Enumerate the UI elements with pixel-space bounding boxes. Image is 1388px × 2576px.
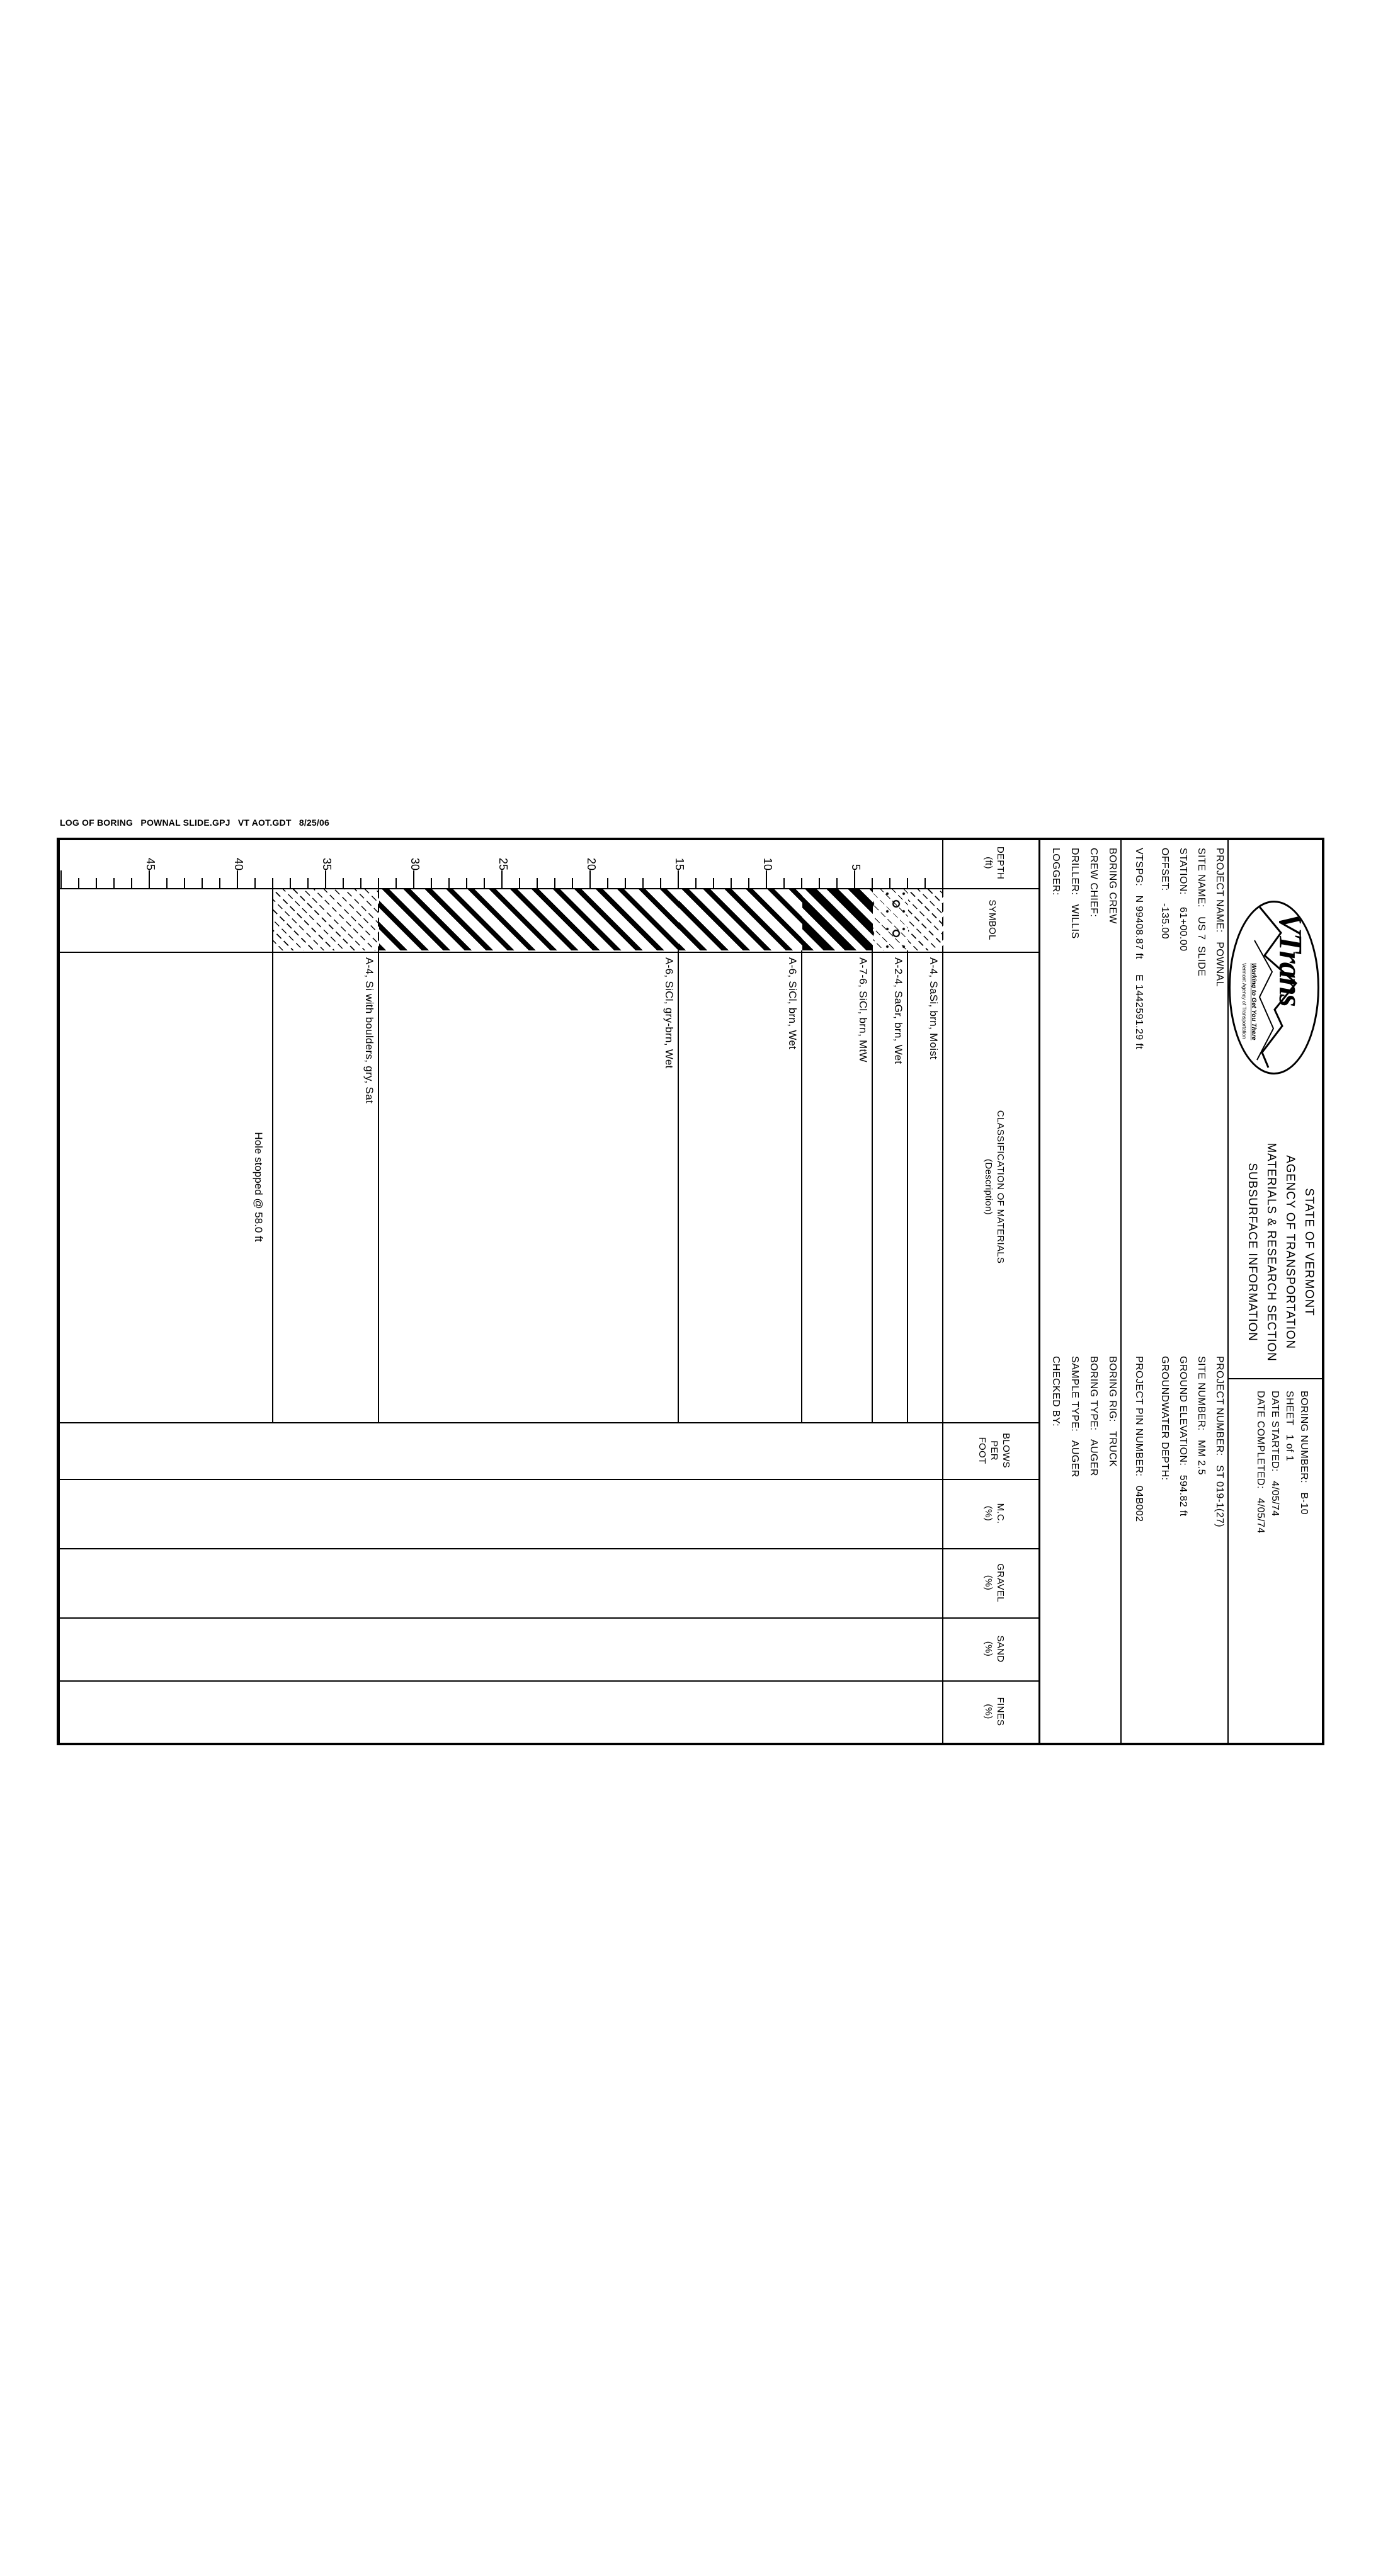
header-symbol: SYMBOL	[987, 899, 998, 940]
layer-boundary-1	[907, 888, 908, 1422]
depth-label-35: 35	[321, 857, 333, 870]
layer-symbol-4	[679, 889, 802, 950]
crew-chief: CREW CHIEF:	[1088, 848, 1099, 918]
depth-label-30: 30	[409, 857, 421, 870]
groundwater-depth: GROUNDWATER DEPTH:	[1159, 1356, 1170, 1481]
site-name: SITE NAME: US 7 SLIDE	[1196, 848, 1207, 977]
driller: DRILLER: WILLIS	[1069, 848, 1080, 939]
header-mc: M.C. (%)	[983, 1503, 1006, 1524]
vtrans-logo-subline: Vermont Agency of Transportation	[1241, 963, 1247, 1039]
project-pin-number: PROJECT PIN NUMBER: 04B002	[1134, 1356, 1144, 1522]
layer-symbol-1	[908, 889, 943, 950]
depth-label-40: 40	[232, 857, 245, 870]
frame-bottom	[57, 838, 60, 1745]
layer-symbol-5	[379, 889, 679, 950]
layer-boundary-6	[272, 888, 273, 1422]
project-name: PROJECT NAME: POWNAL	[1214, 848, 1225, 987]
station: STATION: 61+00.00	[1178, 848, 1188, 952]
layer-boundary-4	[678, 888, 679, 1422]
agency-line-1: STATE OF VERMONT	[1302, 1188, 1316, 1316]
layer-boundary-3	[801, 888, 802, 1422]
titleblock-divider-3	[1038, 838, 1040, 1745]
depth-label-5: 5	[850, 863, 862, 870]
offset: OFFSET: -135.00	[1159, 848, 1170, 940]
agency-line-2: AGENCY OF TRANSPORTATION	[1283, 1155, 1297, 1349]
frame-left	[57, 838, 1324, 840]
layer-description-4: A-6, SiCl, brn, Wet	[787, 957, 799, 1050]
col-divider-symbol-class	[57, 952, 1040, 953]
vtrans-logo-tagline: Working to Get You There	[1250, 963, 1257, 1040]
depth-label-25: 25	[497, 857, 509, 870]
project-number: PROJECT NUMBER: ST 019-1(27)	[1214, 1356, 1225, 1527]
col-divider-sand-fines	[57, 1680, 1040, 1682]
ground-elevation: GROUND ELEVATION: 594.82 ft	[1178, 1356, 1188, 1517]
frame-right	[57, 1743, 1324, 1745]
vtrans-logo-icon: VTrans Working to Get You There Vermont …	[1229, 901, 1319, 1074]
col-divider-blows-mc	[57, 1479, 1040, 1480]
boring-log-sheet: LOG OF BORING POWNAL SLIDE.GPJ VT AOT.GD…	[55, 799, 1324, 1751]
layer-boundary-2	[872, 888, 873, 1422]
date-started: DATE STARTED: 4/05/74	[1270, 1391, 1280, 1517]
header-classification: CLASSIFICATION OF MATERIALS (Description…	[983, 1110, 1006, 1264]
logger: LOGGER:	[1050, 848, 1061, 896]
depth-ruler-major-ticks	[60, 870, 943, 888]
boring-rig: BORING RIG: TRUCK	[1107, 1356, 1118, 1468]
header-blows: BLOWS PER FOOT	[977, 1433, 1011, 1468]
layer-description-5: A-6, SiCl, gry-brn, Wet	[663, 957, 675, 1069]
depth-label-15: 15	[673, 857, 686, 870]
depth-label-45: 45	[144, 857, 157, 870]
col-divider-mc-gravel	[57, 1548, 1040, 1549]
vtspg-coords: VTSPG: N 99408.87 ft E 1442591.29 ft	[1134, 848, 1144, 1050]
boring-crew: BORING CREW	[1107, 848, 1118, 924]
header-sand: SAND (%)	[983, 1635, 1006, 1663]
table-header-underline	[942, 838, 943, 1745]
col-divider-gravel-sand	[57, 1617, 1040, 1619]
layer-symbol-2	[873, 889, 908, 950]
sample-type: SAMPLE TYPE: AUGER	[1069, 1356, 1080, 1478]
layer-description-1: A-4, SaSi, brn, Moist	[928, 957, 940, 1060]
titleblock-divider-1	[1227, 838, 1229, 1745]
boring-number: BORING NUMBER: B-10	[1299, 1391, 1309, 1515]
site-number: SITE NUMBER: MM 2.5	[1196, 1356, 1207, 1475]
boring-type: BORING TYPE: AUGER	[1088, 1356, 1099, 1476]
col-divider-class-blows	[57, 1422, 1040, 1423]
layer-symbol-3	[802, 889, 873, 950]
titleblock-divider-2	[1120, 838, 1122, 1745]
layer-description-6: A-4, Si with boulders, gry, Sat	[363, 957, 375, 1103]
layer-boundary-5	[378, 888, 379, 1422]
date-completed: DATE COMPLETED: 4/05/74	[1255, 1391, 1266, 1534]
layer-description-3: A-7-6, SiCl, brn, MtW	[857, 957, 869, 1063]
agency-line-3: MATERIALS & RESEARCH SECTION	[1265, 1143, 1278, 1362]
layer-symbol-6	[273, 889, 379, 950]
agency-line-4: SUBSURFACE INFORMATION	[1246, 1163, 1259, 1342]
mountain-icon	[1254, 903, 1298, 1068]
hole-stopped-note: Hole stopped @ 58.0 ft	[253, 1132, 265, 1242]
sheet-number: SHEET 1 of 1	[1284, 1391, 1295, 1462]
frame-top	[1322, 838, 1324, 1745]
margin-stamp-text: LOG OF BORING POWNAL SLIDE.GPJ VT AOT.GD…	[60, 818, 329, 828]
depth-label-20: 20	[585, 857, 598, 870]
checked-by: CHECKED BY:	[1050, 1356, 1061, 1427]
header-depth: DEPTH (ft)	[983, 846, 1006, 880]
header-gravel: GRAVEL (%)	[983, 1563, 1006, 1602]
depth-label-10: 10	[761, 857, 774, 870]
header-fines: FINES (%)	[983, 1697, 1006, 1726]
layer-description-2: A-2-4, SaGr, brn, Wet	[892, 957, 904, 1064]
